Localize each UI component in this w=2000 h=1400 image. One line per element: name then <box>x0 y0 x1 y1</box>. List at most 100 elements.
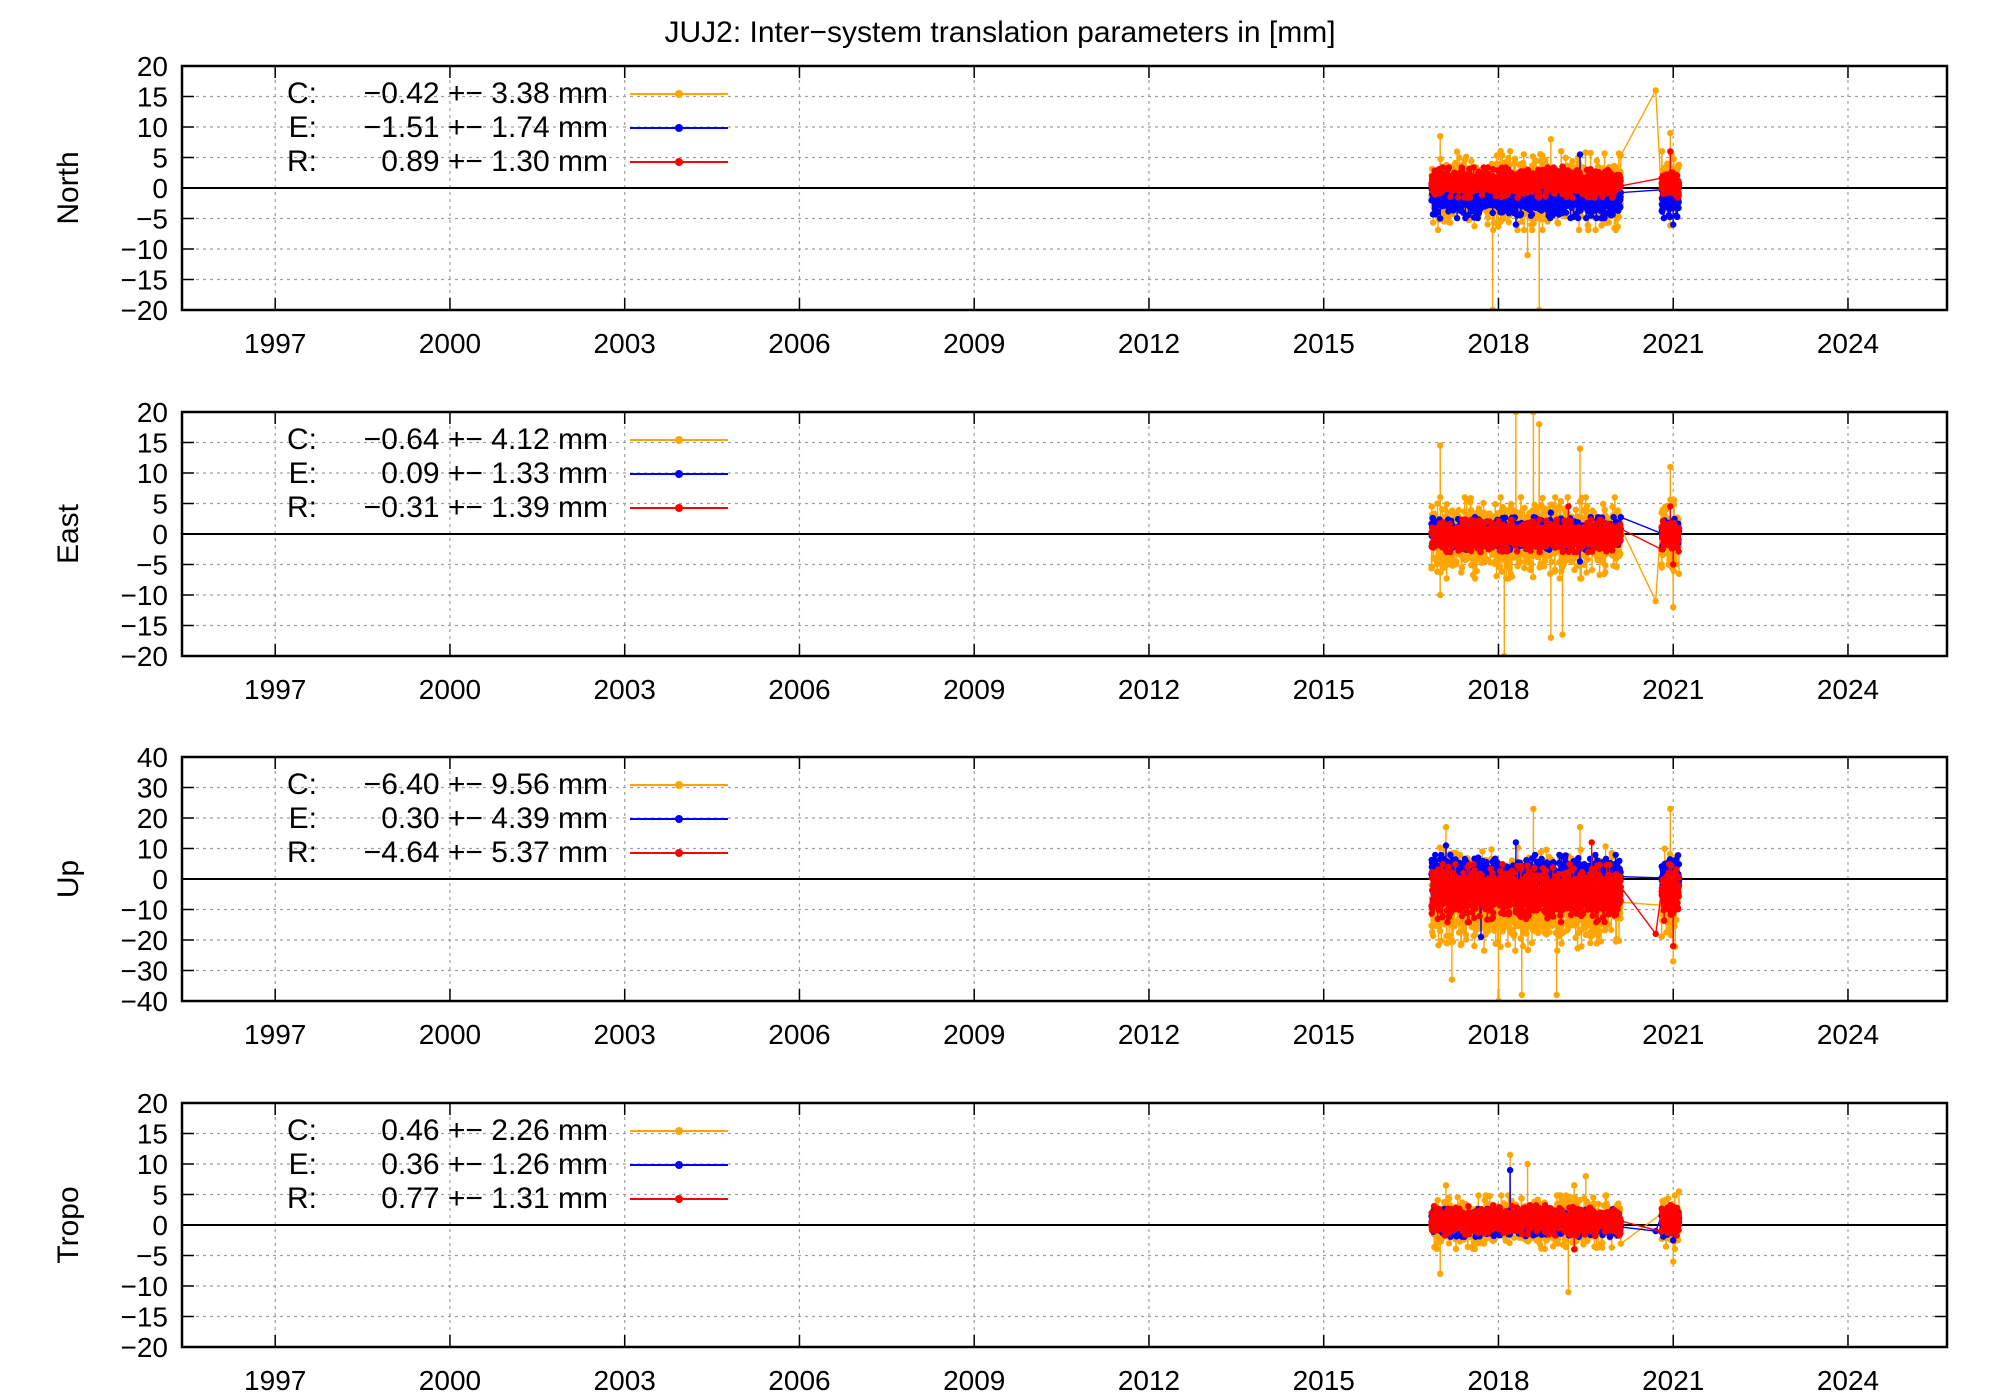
data-point <box>1652 597 1659 605</box>
data-point <box>1573 187 1580 194</box>
data-point <box>1458 569 1465 576</box>
x-tick-label: 2018 <box>1467 674 1529 705</box>
data-point <box>1615 213 1623 220</box>
data-point <box>1498 568 1505 575</box>
data-point <box>1582 149 1589 156</box>
data-point <box>1484 164 1492 171</box>
x-tick-label: 2015 <box>1293 328 1355 359</box>
data-point <box>1454 194 1462 201</box>
y-axis-label: North <box>52 151 85 224</box>
data-point <box>1602 562 1609 569</box>
data-point <box>1437 494 1444 501</box>
data-point <box>1575 226 1583 234</box>
data-point <box>1507 148 1514 155</box>
data-point <box>1675 192 1682 199</box>
data-point <box>1539 226 1546 234</box>
data-point <box>1437 215 1444 222</box>
data-point <box>1434 226 1442 234</box>
data-point <box>1574 214 1582 222</box>
data-point <box>1578 575 1585 582</box>
data-point <box>1520 159 1527 167</box>
y-tick-label: 10 <box>137 458 168 489</box>
y-tick-label: −5 <box>136 550 168 581</box>
data-point <box>1652 87 1659 94</box>
data-point <box>1536 192 1543 199</box>
x-tick-label: 1997 <box>244 328 306 359</box>
data-point <box>1562 154 1569 161</box>
data-point <box>1470 562 1478 570</box>
legend-key-E: E: <box>289 111 317 144</box>
data-point <box>1442 506 1449 513</box>
data-point <box>1517 558 1524 566</box>
data-point <box>1514 194 1522 201</box>
data-point <box>1437 155 1444 163</box>
data-point <box>1517 509 1525 516</box>
chart-title: JUJ2: Inter−system translation parameter… <box>664 16 1335 49</box>
data-point <box>1532 157 1540 164</box>
data-point <box>1576 445 1584 452</box>
data-point <box>1530 220 1537 227</box>
data-point <box>1466 194 1474 201</box>
data-point <box>1609 503 1616 511</box>
data-point <box>1492 192 1499 200</box>
x-tick-label: 2024 <box>1817 328 1879 359</box>
data-point <box>1674 213 1681 220</box>
x-tick-label: 2012 <box>1118 674 1180 705</box>
data-point <box>1547 136 1555 143</box>
data-point <box>1453 558 1460 565</box>
data-point <box>1434 208 1441 216</box>
data-point <box>1673 172 1681 179</box>
data-point <box>1604 190 1611 197</box>
data-point <box>1428 503 1435 510</box>
data-point <box>1445 164 1453 171</box>
data-point <box>1658 148 1666 155</box>
data-point <box>1496 563 1504 570</box>
data-point <box>1489 209 1496 217</box>
data-point <box>1617 550 1624 558</box>
data-point <box>1675 180 1683 187</box>
x-tick-label: 1997 <box>244 674 306 705</box>
x-tick-label: 2009 <box>943 328 1005 359</box>
data-point <box>1490 226 1497 234</box>
data-point <box>1529 226 1536 234</box>
data-point <box>1492 501 1499 508</box>
data-point <box>1588 566 1596 574</box>
data-point <box>1473 568 1481 575</box>
data-point <box>1467 495 1475 502</box>
data-point <box>1548 558 1555 566</box>
data-point <box>1601 150 1608 157</box>
data-point <box>1529 574 1537 581</box>
x-tick-label: 2003 <box>594 328 656 359</box>
data-point <box>1576 151 1584 158</box>
data-point <box>1572 506 1580 513</box>
data-point <box>1667 129 1674 137</box>
data-point <box>1600 500 1607 508</box>
legend-key-C: C: <box>287 77 317 110</box>
data-point <box>1430 219 1437 226</box>
data-point <box>1468 158 1475 165</box>
data-point <box>1571 566 1578 574</box>
data-point <box>1497 494 1504 501</box>
data-point <box>1508 573 1516 580</box>
data-point <box>1562 209 1570 216</box>
data-point <box>1528 211 1536 218</box>
legend-swatch-point <box>675 124 683 132</box>
y-tick-label: 15 <box>137 428 168 459</box>
data-point <box>1495 223 1502 230</box>
data-point <box>1581 561 1588 568</box>
data-point <box>1493 160 1501 167</box>
data-point <box>1614 507 1622 514</box>
data-point <box>1437 591 1444 599</box>
y-tick-label: 20 <box>137 51 168 82</box>
data-point <box>1660 214 1668 222</box>
data-point <box>1463 153 1470 160</box>
data-point <box>1467 506 1475 514</box>
x-tick-label: 2015 <box>1293 674 1355 705</box>
data-point <box>1470 164 1477 171</box>
data-point <box>1453 214 1461 222</box>
y-tick-label: 0 <box>152 173 168 204</box>
x-tick-label: 2018 <box>1467 328 1529 359</box>
